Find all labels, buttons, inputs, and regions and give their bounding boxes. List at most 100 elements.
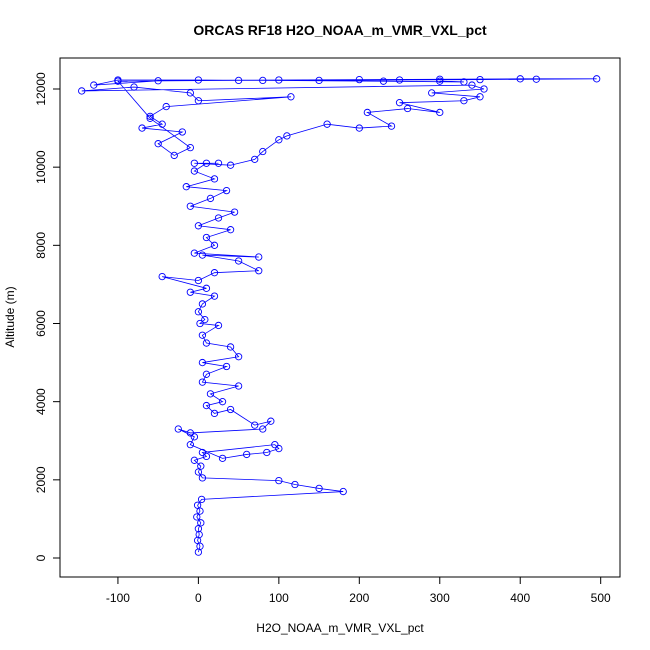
- data-point: [214, 321, 223, 330]
- data-point: [186, 429, 194, 437]
- data-point: [275, 444, 283, 453]
- data-point: [138, 124, 146, 132]
- data-point: [178, 128, 186, 136]
- data-point: [162, 102, 170, 111]
- data-point: [198, 358, 207, 367]
- data-point: [186, 143, 194, 152]
- data-point: [190, 167, 199, 175]
- data-point: [198, 378, 207, 386]
- data-point: [158, 272, 166, 281]
- data-point: [214, 159, 223, 167]
- data-point: [355, 124, 363, 132]
- data-point: [202, 339, 211, 347]
- data-point: [130, 83, 138, 91]
- data-point: [90, 81, 98, 89]
- data-point: [198, 331, 207, 339]
- data-point: [315, 484, 323, 493]
- data-point: [186, 288, 194, 296]
- data-point: [255, 267, 263, 275]
- data-point: [198, 474, 207, 482]
- data-point: [476, 93, 484, 101]
- x-tick-label: 400: [510, 591, 530, 605]
- data-point: [379, 77, 388, 85]
- data-point: [146, 114, 154, 122]
- data-point: [194, 222, 203, 230]
- data-point: [170, 151, 178, 160]
- data-point: [468, 81, 476, 89]
- data-point: [78, 87, 86, 95]
- data-point: [363, 108, 372, 117]
- data-point: [202, 452, 211, 461]
- x-tick-label: 0: [195, 591, 202, 605]
- data-point: [283, 132, 291, 140]
- x-tick-label: -100: [106, 591, 130, 605]
- data-point: [436, 77, 444, 85]
- data-point: [230, 208, 239, 216]
- data-point: [196, 319, 204, 328]
- chart-title: ORCAS RF18 H2O_NOAA_m_VMR_VXL_pct: [193, 22, 487, 38]
- data-point: [271, 441, 279, 449]
- y-tick-label: 0: [34, 554, 48, 561]
- data-point: [460, 97, 468, 105]
- data-point: [197, 519, 205, 527]
- data-point: [234, 382, 243, 390]
- data-point: [234, 353, 243, 361]
- data-point: [186, 89, 194, 97]
- data-point: [201, 315, 209, 324]
- data-point: [226, 343, 235, 351]
- data-point: [287, 93, 295, 101]
- data-point: [190, 456, 199, 464]
- y-tick-label: 10000: [34, 150, 48, 184]
- data-point: [222, 362, 231, 371]
- y-tick-label: 12000: [34, 72, 48, 106]
- data-point: [593, 75, 601, 83]
- data-point: [476, 75, 484, 84]
- data-point: [387, 122, 396, 130]
- data-point: [198, 448, 207, 457]
- data-point: [243, 450, 251, 459]
- data-point: [190, 249, 199, 257]
- data-point: [154, 77, 162, 85]
- data-point: [202, 284, 211, 292]
- data-point: [532, 75, 540, 83]
- data-point: [323, 120, 331, 128]
- data-point: [226, 226, 235, 234]
- data-point: [206, 390, 215, 398]
- data-point: [202, 233, 211, 242]
- data-point: [275, 76, 283, 84]
- data-point: [210, 175, 219, 183]
- data-point: [436, 108, 444, 117]
- data-point: [194, 97, 203, 105]
- data-point: [275, 476, 283, 485]
- y-axis-label: Altitude (m): [3, 286, 17, 347]
- data-point: [395, 76, 404, 84]
- data-point: [403, 104, 412, 113]
- data-point: [259, 76, 267, 85]
- data-point: [222, 186, 231, 195]
- data-point: [198, 251, 207, 259]
- plot-frame: [59, 57, 621, 578]
- data-point: [480, 85, 488, 93]
- data-point: [428, 89, 436, 97]
- data-point: [234, 257, 243, 265]
- data-point: [190, 159, 199, 167]
- data-point: [275, 136, 283, 144]
- data-point: [197, 462, 205, 470]
- data-point: [263, 448, 271, 457]
- data-point: [339, 487, 347, 496]
- data-point: [174, 425, 182, 433]
- data-point: [186, 441, 194, 449]
- y-tick-label: 2000: [34, 466, 48, 493]
- data-point: [259, 147, 267, 156]
- data-point: [259, 425, 267, 433]
- data-point: [516, 75, 524, 83]
- data-point: [195, 530, 203, 539]
- data-point: [190, 433, 199, 441]
- data-point: [197, 495, 206, 504]
- data-point: [158, 120, 166, 128]
- data-point: [146, 112, 154, 121]
- y-tick-label: 8000: [34, 232, 48, 259]
- data-point: [267, 417, 275, 425]
